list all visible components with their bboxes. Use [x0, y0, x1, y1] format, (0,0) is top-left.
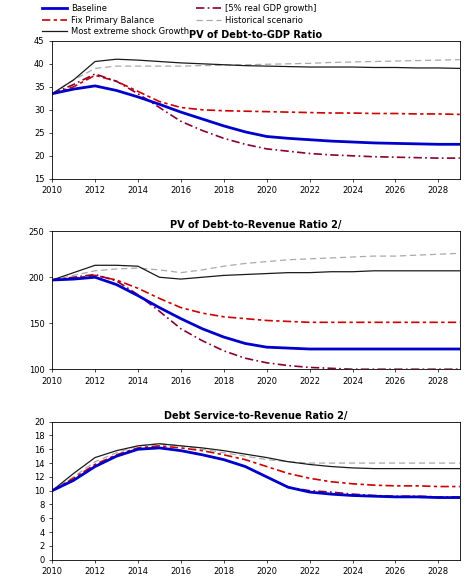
Legend: Baseline, Fix Primary Balance, Most extreme shock Growth, [5% real GDP growth], : Baseline, Fix Primary Balance, Most extr… — [42, 4, 317, 36]
Title: PV of Debt-to-GDP Ratio: PV of Debt-to-GDP Ratio — [190, 30, 322, 40]
Title: Debt Service-to-Revenue Ratio 2/: Debt Service-to-Revenue Ratio 2/ — [164, 411, 347, 421]
Title: PV of Debt-to-Revenue Ratio 2/: PV of Debt-to-Revenue Ratio 2/ — [170, 220, 342, 230]
